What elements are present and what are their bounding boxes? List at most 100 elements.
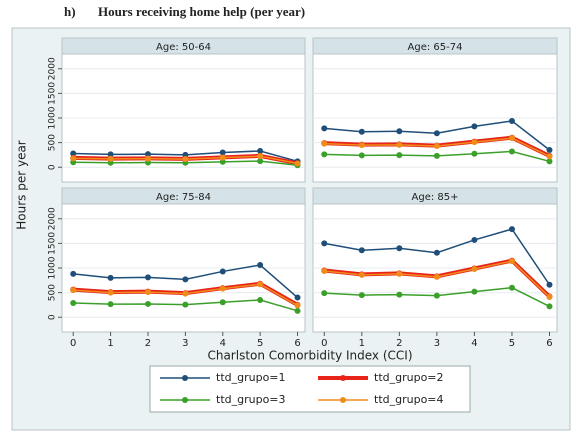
y-tick-label: 2000 xyxy=(48,207,58,230)
y-tick-label: 500 xyxy=(48,134,58,151)
point xyxy=(433,292,440,299)
point xyxy=(257,153,264,160)
point xyxy=(433,143,440,150)
panel-title: Age: 65-74 xyxy=(408,42,463,53)
point xyxy=(144,274,151,281)
point xyxy=(144,151,151,158)
legend-label: ttd_grupo=2 xyxy=(374,371,444,384)
point xyxy=(546,147,553,153)
point xyxy=(107,289,114,296)
y-tick-label: 0 xyxy=(48,314,58,320)
point xyxy=(396,245,403,252)
point xyxy=(433,273,440,280)
point xyxy=(294,302,301,309)
point xyxy=(182,301,189,308)
point xyxy=(219,299,226,306)
point xyxy=(471,139,478,146)
point xyxy=(107,274,114,281)
point xyxy=(294,160,301,167)
point xyxy=(508,258,515,265)
point xyxy=(358,128,365,135)
point xyxy=(396,152,403,159)
point xyxy=(471,236,478,243)
point xyxy=(358,142,365,149)
legend-marker xyxy=(340,397,346,403)
point xyxy=(433,249,440,256)
point xyxy=(471,288,478,295)
y-tick-label: 1500 xyxy=(48,232,58,255)
point xyxy=(396,291,403,298)
x-tick-label: 6 xyxy=(546,338,552,349)
legend-marker xyxy=(182,397,188,403)
point xyxy=(182,290,189,297)
point xyxy=(546,294,553,301)
point xyxy=(144,300,151,307)
y-tick-label: 0 xyxy=(48,164,58,170)
x-tick-label: 0 xyxy=(70,338,76,349)
x-tick-label: 5 xyxy=(509,338,515,349)
x-tick-label: 6 xyxy=(294,338,300,349)
point xyxy=(321,125,328,132)
point xyxy=(471,123,478,130)
point xyxy=(257,281,264,288)
x-tick-label: 4 xyxy=(220,338,226,349)
x-tick-label: 1 xyxy=(359,338,365,349)
point xyxy=(144,289,151,296)
point xyxy=(358,247,365,254)
legend-label: ttd_grupo=3 xyxy=(216,393,286,406)
point xyxy=(219,154,226,161)
y-axis-title: Hours per year xyxy=(15,140,29,230)
point xyxy=(508,148,515,155)
point xyxy=(294,294,301,301)
x-axis-title: Charlston Comorbidity Index (CCI) xyxy=(207,349,412,363)
x-tick-label: 2 xyxy=(145,338,151,349)
x-tick-label: 2 xyxy=(396,338,402,349)
point xyxy=(546,281,553,288)
point xyxy=(433,152,440,159)
x-tick-label: 4 xyxy=(471,338,477,349)
point xyxy=(508,284,515,291)
point xyxy=(182,156,189,163)
point xyxy=(321,140,328,147)
point xyxy=(546,153,553,160)
point xyxy=(219,268,226,275)
y-tick-label: 1500 xyxy=(48,82,58,105)
point xyxy=(433,130,440,137)
y-tick-label: 1000 xyxy=(48,256,58,279)
point xyxy=(358,292,365,299)
legend-marker xyxy=(340,375,346,381)
point xyxy=(546,158,553,165)
point xyxy=(321,240,328,247)
point xyxy=(321,151,328,158)
point xyxy=(358,271,365,278)
point xyxy=(182,276,189,283)
point xyxy=(257,297,264,303)
x-tick-label: 3 xyxy=(434,338,440,349)
point xyxy=(257,147,264,154)
legend-label: ttd_grupo=4 xyxy=(374,393,444,406)
point xyxy=(219,158,226,165)
point xyxy=(396,128,403,135)
point xyxy=(358,152,365,159)
point xyxy=(546,303,553,310)
point xyxy=(107,301,114,308)
point xyxy=(219,285,226,292)
figure-title: Hours receiving home help (per year) xyxy=(98,4,305,19)
point xyxy=(396,270,403,277)
y-tick-label: 2000 xyxy=(48,57,58,80)
x-tick-label: 1 xyxy=(107,338,113,349)
panel-title: Age: 75-84 xyxy=(156,192,211,203)
point xyxy=(321,290,328,297)
point xyxy=(508,226,515,233)
point xyxy=(294,307,301,314)
y-tick-label: 500 xyxy=(48,284,58,301)
point xyxy=(508,135,515,142)
x-tick-label: 0 xyxy=(321,338,327,349)
point xyxy=(471,265,478,272)
point xyxy=(396,141,403,148)
x-tick-label: 5 xyxy=(257,338,263,349)
point xyxy=(219,149,226,156)
panel-title: Age: 50-64 xyxy=(156,42,211,53)
point xyxy=(70,287,77,294)
